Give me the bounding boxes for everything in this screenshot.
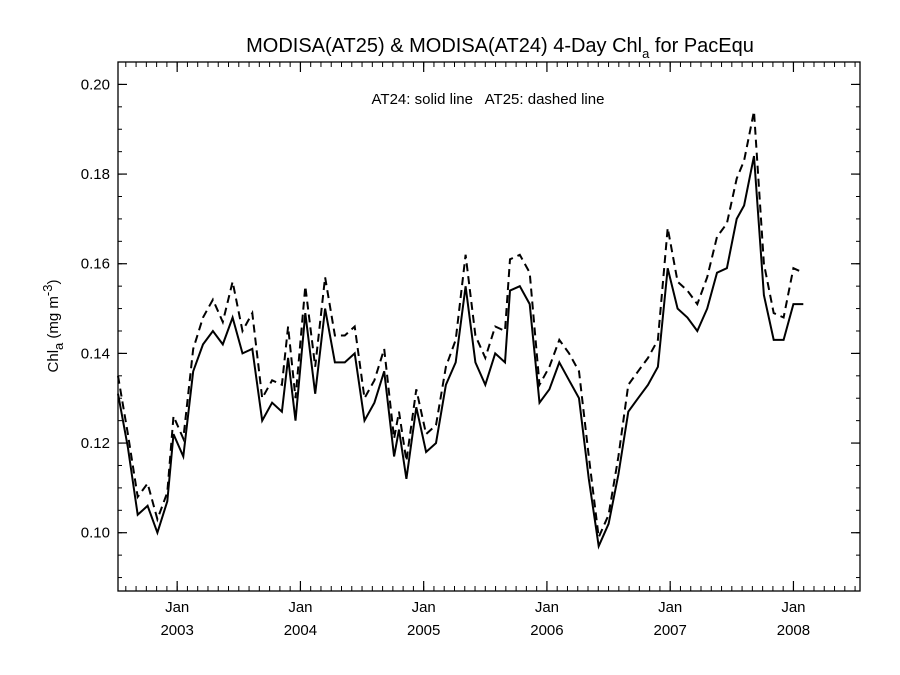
series-line-at24 (117, 155, 804, 550)
x-tick-label-month: Jan (658, 599, 682, 616)
x-tick-label-year: 2004 (284, 622, 317, 639)
x-axis: Jan 2003 Jan 2004 Jan 2005 Jan 2006 Jan 2007 Jan 20… (160, 62, 810, 639)
x-tick-label-year: 2008 (777, 622, 810, 639)
chart-annotation: AT24: solid line AT25: dashed line (372, 91, 605, 108)
y-tick-label: 0.18 (81, 166, 110, 183)
plot-frame (117, 61, 861, 592)
plot-area: 0.100.120.140.160.180.20 Jan2003Jan2004J… (81, 61, 861, 639)
y-axis-label: Chla (mg m-3) (40, 280, 66, 373)
y-tick-label: 0.20 (81, 76, 110, 93)
y-label-unit: (mg m (45, 296, 62, 343)
y-label-main: Chl (45, 350, 62, 373)
y-label-sub: a (51, 342, 66, 350)
series-group (117, 111, 804, 550)
chart-title-tail: for PacEqu (649, 35, 754, 57)
y-tick-label: 0.10 (81, 525, 110, 542)
y-tick-label: 0.14 (81, 345, 110, 362)
x-tick-label-month: Jan (412, 599, 436, 616)
y-label-close: ) (45, 280, 62, 285)
y-tick-label: 0.12 (81, 435, 110, 452)
x-tick-label-year: 2007 (653, 622, 686, 639)
x-tick-label-month: Jan (165, 599, 189, 616)
x-tick-label-year: 2006 (530, 622, 563, 639)
x-tick-label-year: 2005 (407, 622, 440, 639)
chart-title-main: MODISA(AT25) & MODISA(AT24) 4-Day Chl (246, 35, 642, 57)
y-tick-label: 0.16 (81, 256, 110, 273)
y-label-sup: -3 (40, 285, 55, 297)
chart-title-sub: a (642, 46, 650, 61)
x-tick-label-month: Jan (535, 599, 559, 616)
y-axis: 0.10 0.12 0.14 0.16 0.18 0.20 (81, 76, 860, 542)
chart-title: MODISA(AT25) & MODISA(AT24) 4-Day Chla f… (246, 35, 754, 61)
x-tick-label-month: Jan (781, 599, 805, 616)
x-tick-label-year: 2003 (160, 622, 193, 639)
x-tick-label-month: Jan (288, 599, 312, 616)
